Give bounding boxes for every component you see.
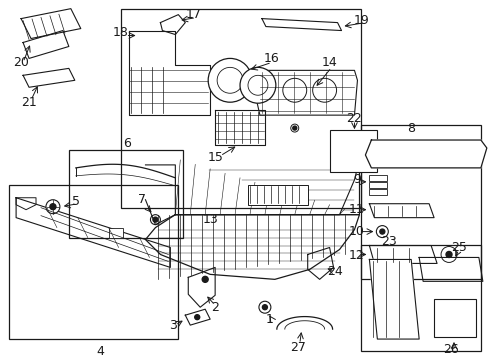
Bar (69, 150, 183, 238)
Polygon shape (21, 9, 81, 39)
Polygon shape (369, 204, 434, 218)
Circle shape (50, 204, 56, 210)
Circle shape (195, 315, 200, 320)
Polygon shape (262, 19, 342, 31)
Polygon shape (146, 165, 175, 225)
Text: 20: 20 (13, 56, 29, 69)
Text: 12: 12 (348, 249, 365, 262)
Circle shape (441, 247, 457, 262)
Circle shape (376, 226, 388, 238)
Bar (9, 185, 178, 339)
Polygon shape (369, 246, 437, 264)
Bar (109, 228, 122, 238)
Polygon shape (23, 68, 75, 87)
Bar (362, 244, 481, 351)
Text: 16: 16 (264, 52, 280, 65)
Circle shape (46, 200, 60, 214)
Polygon shape (175, 160, 360, 215)
Polygon shape (369, 260, 419, 339)
Circle shape (263, 305, 268, 310)
Circle shape (202, 276, 208, 282)
Text: 18: 18 (113, 26, 128, 39)
Polygon shape (215, 110, 265, 145)
Text: 3: 3 (170, 319, 177, 332)
Text: 4: 4 (97, 345, 105, 357)
Bar (369, 182, 387, 188)
Text: 25: 25 (451, 241, 467, 254)
Polygon shape (188, 267, 215, 307)
Text: 6: 6 (122, 136, 130, 149)
Text: 14: 14 (322, 56, 338, 69)
Circle shape (240, 67, 276, 103)
Polygon shape (419, 257, 483, 282)
Bar (369, 189, 387, 195)
Text: 23: 23 (381, 235, 397, 248)
Polygon shape (160, 15, 185, 35)
Text: 24: 24 (327, 265, 343, 278)
Bar (434, 299, 476, 337)
Circle shape (380, 229, 385, 234)
Circle shape (153, 217, 158, 222)
Circle shape (248, 75, 268, 95)
Circle shape (283, 78, 307, 102)
Polygon shape (308, 248, 334, 279)
Text: 17: 17 (185, 8, 201, 21)
Text: 27: 27 (290, 341, 306, 354)
Text: 7: 7 (139, 193, 147, 206)
Text: 26: 26 (443, 342, 459, 356)
Polygon shape (146, 215, 360, 279)
Polygon shape (255, 70, 358, 115)
Text: 5: 5 (72, 195, 80, 208)
Polygon shape (366, 140, 487, 168)
Text: 13: 13 (202, 213, 218, 226)
Bar (369, 175, 387, 181)
Text: 10: 10 (348, 225, 365, 238)
Circle shape (208, 58, 252, 102)
Circle shape (446, 252, 452, 257)
Polygon shape (16, 198, 36, 210)
Bar (121, 9, 362, 208)
Circle shape (293, 126, 297, 130)
Circle shape (313, 78, 337, 102)
Circle shape (291, 124, 299, 132)
Text: 9: 9 (353, 173, 362, 186)
Circle shape (259, 301, 271, 313)
Polygon shape (185, 309, 210, 325)
Text: 19: 19 (354, 14, 369, 27)
Bar (330, 130, 377, 172)
Polygon shape (128, 31, 210, 115)
Text: 21: 21 (21, 96, 37, 109)
Bar (362, 125, 481, 279)
Text: 22: 22 (346, 112, 362, 125)
Text: 11: 11 (348, 203, 365, 216)
Text: 1: 1 (266, 312, 274, 326)
Circle shape (217, 67, 243, 93)
Text: 2: 2 (211, 301, 219, 314)
Bar (248, 185, 308, 205)
Text: 15: 15 (207, 152, 223, 165)
Circle shape (150, 215, 160, 225)
Polygon shape (16, 198, 171, 267)
Text: 8: 8 (407, 122, 415, 135)
Polygon shape (23, 31, 69, 58)
